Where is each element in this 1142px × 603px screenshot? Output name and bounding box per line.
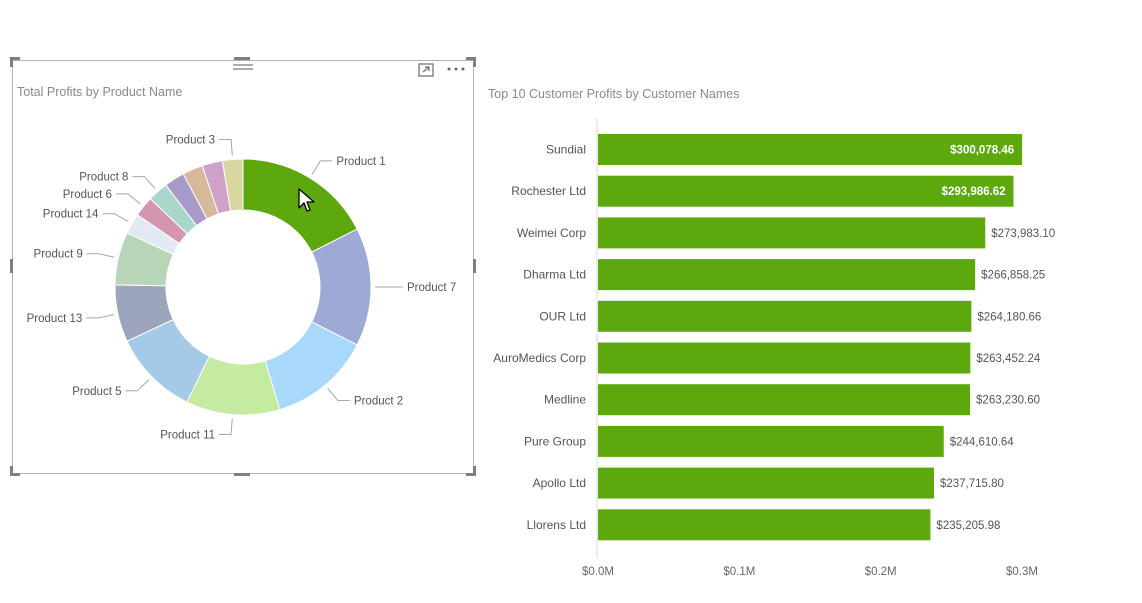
category-label-pure-group: Pure Group (524, 434, 586, 448)
mouse-cursor-icon (298, 188, 315, 212)
resize-handle-bottom[interactable] (234, 473, 250, 476)
bar-our-ltd[interactable] (598, 300, 972, 332)
donut-leader-line (102, 213, 129, 223)
donut-label-product-9: Product 9 (34, 249, 83, 261)
data-label-apollo-ltd: $237,715.80 (940, 478, 1004, 490)
data-label-auromedics-corp: $263,452.24 (976, 353, 1041, 365)
data-label-dharma-ltd: $266,858.25 (981, 270, 1045, 282)
focus-mode-icon[interactable] (418, 63, 434, 79)
data-label-medline: $263,230.60 (976, 395, 1040, 407)
bar-dharma-ltd[interactable] (598, 259, 976, 291)
category-label-sundial: Sundial (546, 143, 586, 157)
category-label-dharma-ltd: Dharma Ltd (523, 268, 586, 282)
resize-handle-top-right-v[interactable] (473, 57, 476, 67)
x-tick-label: $0.3M (1006, 566, 1038, 578)
donut-label-product-5: Product 5 (72, 386, 121, 398)
donut-leader-line (125, 379, 150, 392)
bar-chart-visual[interactable]: Top 10 Customer Profits by Customer Name… (484, 66, 1124, 586)
donut-leader-line (86, 314, 115, 319)
donut-slice-product-3[interactable] (221, 158, 244, 212)
x-tick-label: $0.0M (582, 566, 614, 578)
donut-leader-line (115, 193, 141, 205)
donut-leader-line (219, 418, 233, 436)
more-options-icon[interactable] (446, 62, 466, 78)
data-label-weimei-corp: $273,983.10 (991, 228, 1055, 240)
donut-chart[interactable]: Product 1 Product 7 Product 2 Product 11 Pro… (13, 61, 473, 473)
drag-handle-icon[interactable] (233, 61, 253, 74)
donut-label-product-7: Product 7 (407, 282, 456, 294)
category-label-rochester-ltd: Rochester Ltd (511, 184, 586, 198)
donut-label-product-2: Product 2 (354, 396, 403, 408)
donut-label-product-8: Product 8 (79, 172, 128, 184)
resize-handle-bottom-right-v[interactable] (473, 466, 476, 476)
bar-auromedics-corp[interactable] (598, 342, 971, 374)
data-label-llorens-ltd: $235,205.98 (936, 520, 1000, 532)
bar-llorens-ltd[interactable] (598, 509, 931, 541)
resize-handle-left[interactable] (10, 259, 13, 273)
donut-label-product-1: Product 1 (336, 156, 385, 168)
resize-handle-bottom-left-v[interactable] (10, 466, 13, 476)
category-label-llorens-ltd: Llorens Ltd (527, 518, 586, 532)
bar-rochester-ltd[interactable] (598, 175, 1014, 207)
category-label-auromedics-corp: AuroMedics Corp (493, 351, 586, 365)
donut-label-product-3: Product 3 (166, 134, 215, 146)
donut-leader-line (86, 253, 115, 258)
data-label-sundial: $300,078.46 (950, 145, 1014, 157)
donut-label-product-6: Product 6 (63, 189, 112, 201)
bar-weimei-corp[interactable] (598, 217, 986, 249)
data-label-pure-group: $244,610.64 (950, 436, 1015, 448)
x-tick-label: $0.1M (723, 566, 755, 578)
donut-label-product-14: Product 14 (43, 209, 99, 221)
donut-leader-line (327, 387, 350, 402)
donut-leader-line (311, 160, 333, 175)
bar-chart[interactable]: Sundial $300,078.46 Rochester Ltd $293,986.… (484, 66, 1124, 586)
donut-label-product-13: Product 13 (27, 313, 83, 325)
donut-leader-line (132, 176, 156, 189)
category-label-apollo-ltd: Apollo Ltd (533, 476, 586, 490)
bar-medline[interactable] (598, 384, 971, 416)
resize-handle-top-left[interactable] (10, 57, 20, 60)
bar-chart-title: Top 10 Customer Profits by Customer Name… (488, 87, 740, 101)
category-label-weimei-corp: Weimei Corp (517, 226, 586, 240)
bar-pure-group[interactable] (598, 425, 944, 457)
x-tick-label: $0.2M (865, 566, 897, 578)
donut-leader-line (219, 138, 233, 156)
resize-handle-bottom-left[interactable] (10, 473, 20, 476)
resize-handle-top-left-v[interactable] (10, 57, 13, 67)
donut-label-product-11: Product 11 (160, 430, 215, 442)
resize-handle-top[interactable] (234, 57, 250, 60)
resize-handle-right[interactable] (473, 259, 476, 273)
category-label-medline: Medline (544, 393, 586, 407)
category-label-our-ltd: OUR Ltd (539, 309, 586, 323)
donut-chart-title: Total Profits by Product Name (17, 85, 183, 99)
bar-sundial[interactable] (598, 134, 1023, 165)
resize-handle-bottom-right[interactable] (466, 473, 476, 476)
data-label-rochester-ltd: $293,986.62 (942, 186, 1006, 198)
bar-apollo-ltd[interactable] (598, 467, 934, 499)
data-label-our-ltd: $264,180.66 (977, 311, 1041, 323)
resize-handle-top-right[interactable] (466, 57, 476, 60)
